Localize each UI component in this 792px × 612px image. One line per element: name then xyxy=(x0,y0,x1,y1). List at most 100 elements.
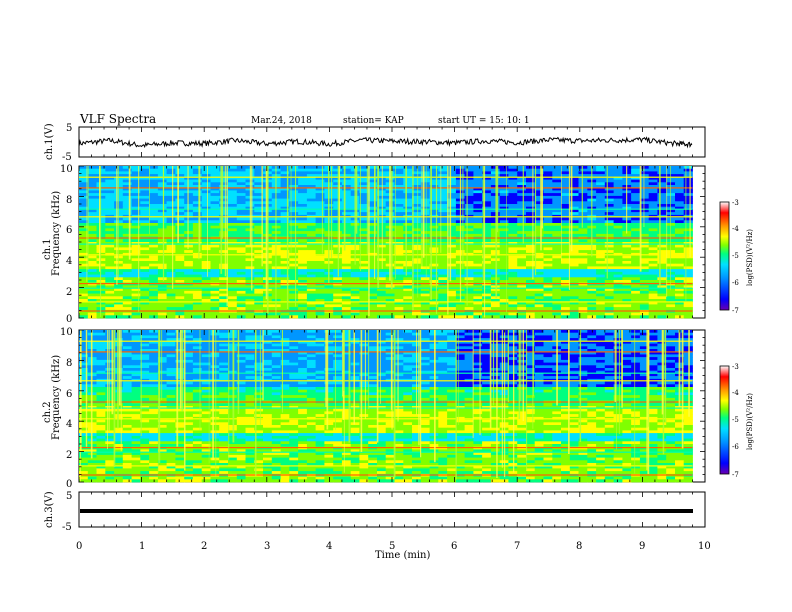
spectrogram-cell xyxy=(359,357,369,361)
spectrogram-cell xyxy=(140,166,150,170)
spectrogram-cell xyxy=(306,340,317,344)
spectrogram-cell xyxy=(569,261,579,265)
spectrogram-cell xyxy=(105,299,115,303)
spectrogram-cell xyxy=(236,220,246,224)
spectrogram-cell xyxy=(122,280,132,284)
spectrogram-cell xyxy=(499,190,509,194)
spectrogram-cell xyxy=(604,271,614,275)
spectrogram-cell xyxy=(105,277,115,281)
spectrogram-cell xyxy=(236,340,246,344)
spectrogram-cell xyxy=(526,263,536,267)
spectrogram-cell xyxy=(350,282,360,286)
spectrogram-cell xyxy=(639,338,650,342)
spectrogram-cell xyxy=(140,299,150,303)
spectrogram-cell xyxy=(228,315,238,319)
spectrogram-cell xyxy=(201,185,211,189)
spectrogram-cell xyxy=(613,255,623,259)
spectrogram-cell xyxy=(280,299,290,303)
spectrogram-cell xyxy=(236,225,246,229)
spectrogram-cell xyxy=(534,217,544,221)
spectrogram-cell xyxy=(412,187,422,191)
spectrogram-cell xyxy=(306,233,317,237)
spectrogram-cell xyxy=(280,193,290,197)
spectrogram-cell xyxy=(105,340,115,344)
spectrogram-cell xyxy=(114,285,124,289)
spectrogram-cell xyxy=(578,349,588,353)
spectrogram-cell xyxy=(569,266,579,270)
spectrogram-cell xyxy=(429,195,439,199)
spectrogram-cell xyxy=(236,351,246,355)
spectrogram-cell xyxy=(219,225,229,229)
spectrogram-cell xyxy=(526,299,536,303)
spectrogram-sferic-line xyxy=(187,166,189,249)
spectrogram-cell xyxy=(403,182,413,186)
spectrogram-cell xyxy=(631,166,641,170)
spectrogram-cell xyxy=(420,335,430,339)
spectrogram-cell xyxy=(534,231,544,235)
spectrogram-cell xyxy=(166,280,176,284)
spectrogram-cell xyxy=(613,239,623,243)
spectrogram-cell xyxy=(543,195,553,199)
spectrogram-cell xyxy=(341,263,352,267)
spectrogram-cell xyxy=(639,247,650,251)
spectrogram-cell xyxy=(578,296,588,300)
spectrogram-cell xyxy=(324,304,334,308)
spectrogram-cell xyxy=(596,255,606,259)
spectrogram-cell xyxy=(552,190,562,194)
spectrogram-cell xyxy=(245,293,255,297)
spectrogram-cell xyxy=(613,296,623,300)
spectrogram-cell xyxy=(683,204,693,208)
spectrogram-cell xyxy=(368,182,378,186)
spectrogram-cell xyxy=(289,185,299,189)
spectrogram-cell xyxy=(149,179,159,183)
spectrogram-cell xyxy=(368,187,378,191)
spectrogram-cell xyxy=(289,250,299,254)
spectrogram-cell xyxy=(333,354,343,358)
spectrogram-cell xyxy=(482,349,492,353)
spectrogram-cell xyxy=(482,166,492,170)
spectrogram-cell xyxy=(587,255,597,259)
spectrogram-cell xyxy=(175,190,185,194)
spectrogram-cell xyxy=(578,304,588,308)
spectrogram-sferic-line xyxy=(87,166,89,270)
spectrogram-cell xyxy=(201,201,211,205)
spectrogram-cell xyxy=(306,239,317,243)
spectrogram-cell xyxy=(429,171,439,175)
spectrogram-cell xyxy=(377,346,387,350)
spectrogram-cell xyxy=(280,330,290,334)
spectrogram-cell xyxy=(596,299,606,303)
spectrogram-cell xyxy=(298,225,308,229)
spectrogram-cell xyxy=(569,290,579,294)
spectrogram-cell xyxy=(289,351,299,355)
spectrogram-sferic-line xyxy=(249,166,251,247)
spectrogram-cell xyxy=(648,233,658,237)
spectrogram-cell xyxy=(604,195,614,199)
spectrogram-cell xyxy=(219,288,229,292)
spectrogram-cell xyxy=(464,266,474,270)
spectrogram-cell xyxy=(140,198,150,202)
spectrogram-cell xyxy=(429,239,439,243)
spectrogram-cell xyxy=(543,285,553,289)
spectrogram-sferic-line xyxy=(561,166,562,262)
spectrogram-cell xyxy=(79,182,89,186)
spectrogram-cell xyxy=(280,332,290,336)
spectrogram-cell xyxy=(613,269,623,273)
spectrogram-cell xyxy=(596,187,606,191)
spectrogram-cell xyxy=(596,285,606,289)
spectrogram-cell xyxy=(184,223,194,227)
spectrogram-cell xyxy=(666,187,676,191)
spectrogram-cell xyxy=(622,315,632,319)
spectrogram-cell xyxy=(657,187,667,191)
spectrogram-cell xyxy=(122,330,132,334)
spectrogram-cell xyxy=(657,174,667,178)
spectrogram-cell xyxy=(464,354,474,358)
spectrogram-cell xyxy=(166,168,176,172)
spectrogram-cell xyxy=(368,198,378,202)
spectrogram-cell xyxy=(447,330,457,334)
spectrogram-cell xyxy=(613,343,623,347)
spectrogram-cell xyxy=(184,255,194,259)
spectrogram-cell xyxy=(219,255,229,259)
spectrogram-cell xyxy=(429,201,439,205)
spectrogram-cell xyxy=(420,266,430,270)
spectrogram-cell xyxy=(105,335,115,339)
